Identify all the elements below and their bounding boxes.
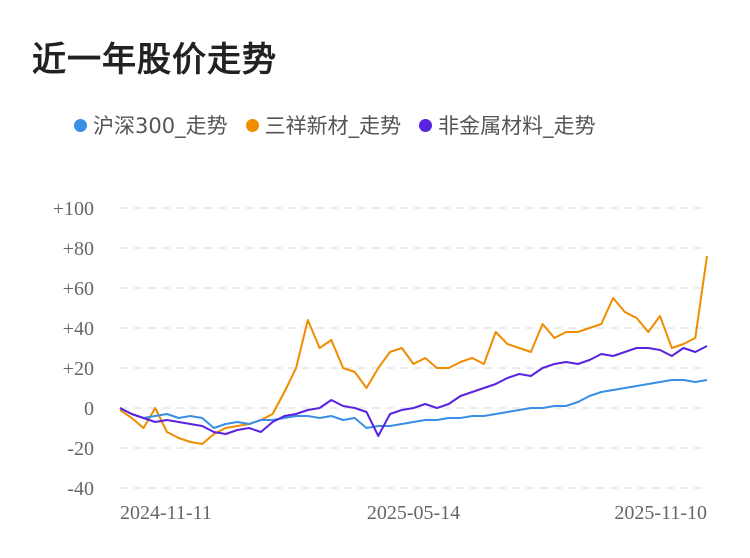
- y-tick-label: +20: [63, 358, 94, 380]
- legend-label: 三祥新材_走势: [264, 114, 402, 138]
- chart-legend: 沪深300_走势 三祥新材_走势 非金属材料_走势: [74, 110, 614, 140]
- series-line-2: [119, 345, 708, 437]
- legend-item-sanxiang[interactable]: 三祥新材_走势: [245, 110, 402, 140]
- y-tick-label: -20: [67, 438, 94, 460]
- y-tick-label: +80: [63, 238, 94, 260]
- y-tick-label: -40: [67, 478, 94, 500]
- x-tick-label: 2024-11-11: [120, 502, 212, 524]
- chart-title: 近一年股价走势: [32, 40, 277, 80]
- legend-item-hs300[interactable]: 沪深300_走势: [74, 110, 228, 140]
- y-tick-label: +40: [63, 318, 94, 340]
- x-tick-label: 2025-11-10: [614, 502, 707, 524]
- legend-dot-icon: [419, 118, 433, 132]
- legend-dot-icon: [245, 118, 259, 132]
- x-tick-label: 2025-05-14: [367, 502, 460, 524]
- legend-dot-icon: [74, 118, 87, 132]
- y-tick-label: 0: [84, 398, 94, 420]
- y-tick-label: +60: [63, 278, 94, 300]
- legend-label: 沪深300_走势: [93, 114, 228, 138]
- legend-label: 非金属材料_走势: [438, 114, 596, 138]
- series-line-0: [119, 379, 708, 429]
- series-line-1: [119, 255, 708, 445]
- legend-item-nonmetal[interactable]: 非金属材料_走势: [419, 110, 596, 140]
- y-tick-label: +100: [53, 198, 94, 220]
